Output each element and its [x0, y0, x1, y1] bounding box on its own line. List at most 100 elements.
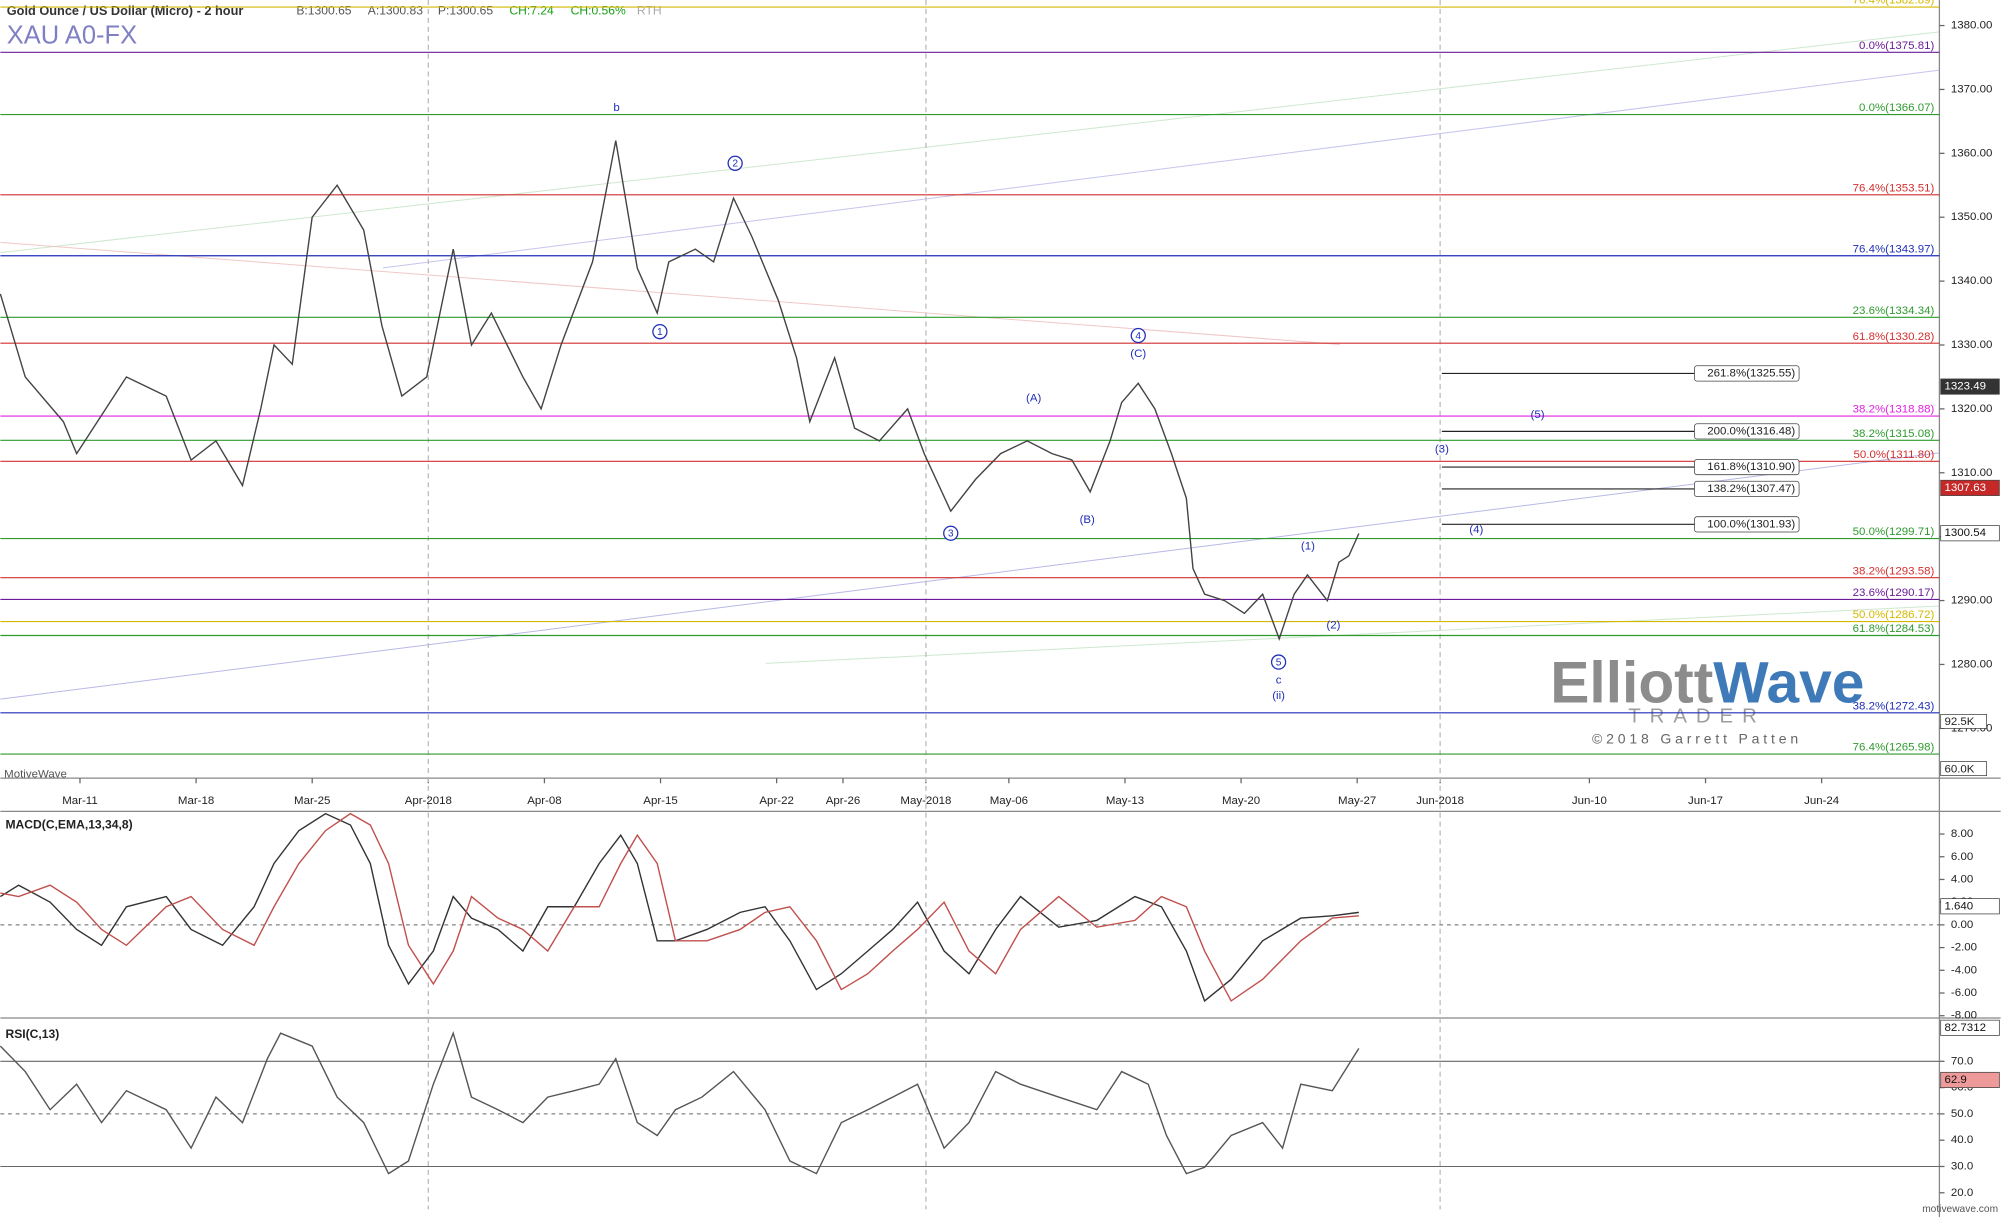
wave-circle	[1130, 327, 1146, 344]
price-marker-label: 82.7312	[1945, 1022, 1986, 1034]
y-tick-label: -4.00	[1951, 964, 1977, 976]
x-tick-label: May-20	[1222, 795, 1260, 807]
quote-field: CH:7.24	[509, 4, 554, 18]
y-tick-label: 20.0	[1951, 1187, 1973, 1199]
fib-level-label: 23.6%(1334.34)	[1853, 305, 1935, 317]
y-tick-label: 1360.00	[1951, 147, 1992, 159]
y-tick-label: -2.00	[1951, 942, 1977, 954]
symbol: XAU A0-FX	[7, 22, 137, 50]
fib-level-label: 50.0%(1286.72)	[1853, 609, 1935, 621]
y-tick-label: -8.00	[1951, 1010, 1977, 1022]
price-marker-label: 62.9	[1945, 1074, 1967, 1086]
extension-label: 100.0%(1301.93)	[1707, 518, 1795, 530]
wave-label: b	[613, 102, 619, 114]
y-tick-label: 6.00	[1951, 851, 1973, 863]
copyright: ©2018 Garrett Patten	[1592, 731, 1802, 747]
trend-lines	[0, 31, 1940, 700]
fib-level-label: 38.2%(1318.88)	[1853, 404, 1935, 416]
fib-level-label: 38.2%(1293.58)	[1853, 565, 1935, 577]
volume-marker	[1940, 713, 1987, 729]
extension-box	[1694, 516, 1800, 533]
wave-label: (5)	[1531, 409, 1545, 421]
y-tick-label: 4.00	[1951, 873, 1973, 885]
extension-label: 261.8%(1325.55)	[1707, 367, 1795, 379]
y-tick-label: 30.0	[1951, 1161, 1973, 1173]
y-tick-label: 1380.00	[1951, 20, 1992, 32]
quote-field: RTH	[637, 4, 662, 18]
price-marker	[1940, 1019, 2000, 1036]
wave-label: 4	[1135, 331, 1141, 342]
wave-label: (4)	[1469, 524, 1483, 536]
watermark: ElliottWave TRADER ©2018 Garrett Patten …	[4, 650, 1998, 1215]
x-tick-label: Apr-26	[826, 795, 860, 807]
series-line	[0, 140, 1360, 641]
y-tick-label: 1310.00	[1951, 467, 1992, 479]
wave-label: (2)	[1326, 620, 1340, 632]
volume-marker	[1940, 761, 1987, 776]
y-tick-label: 0.00	[1951, 919, 1973, 931]
fib-level-label: 0.0%(1375.81)	[1859, 40, 1934, 52]
fib-level-label: 76.4%(1353.51)	[1853, 182, 1935, 194]
x-tick-label: Apr-22	[759, 795, 793, 807]
volume-label: 60.0K	[1945, 763, 1975, 775]
wave-label: c	[1276, 675, 1282, 687]
extension-box	[1694, 423, 1800, 440]
x-tick-label: Mar-25	[294, 795, 330, 807]
extension-box	[1694, 365, 1800, 382]
x-tick-label: Jun-24	[1804, 795, 1840, 807]
y-tick-label: 50.0	[1951, 1108, 1973, 1120]
quote: B:1300.65 A:1300.83 P:1300.65 CH:7.24 CH:0.5…	[296, 4, 661, 18]
wave-label: 5	[1276, 657, 1282, 668]
extension-box	[1694, 458, 1800, 476]
extension-label: 161.8%(1310.90)	[1707, 461, 1795, 473]
quote-field: A:1300.83	[368, 4, 423, 18]
wave-label: (B)	[1080, 514, 1095, 526]
x-tick-label: Jun-10	[1572, 795, 1607, 807]
y-tick-label: 1350.00	[1951, 211, 1992, 223]
y-tick-label: 1280.00	[1951, 658, 1992, 670]
price-marker-label: 1323.49	[1945, 381, 1986, 393]
price-marker	[1940, 378, 2000, 395]
wave-label: (C)	[1130, 348, 1146, 360]
extension-box	[1694, 480, 1800, 497]
wave-label: 2	[732, 159, 738, 170]
wave-circle	[1270, 654, 1287, 670]
y-tick-label: 1370.00	[1951, 83, 1992, 95]
x-tick-label: May-27	[1338, 795, 1376, 807]
wave-circle	[943, 525, 959, 541]
price-marker	[1940, 479, 2000, 496]
fib-level-label: 50.0%(1311.80)	[1854, 449, 1935, 461]
fib-level-label: 76.4%(1343.97)	[1853, 243, 1935, 255]
extension-label: 200.0%(1316.48)	[1707, 425, 1795, 437]
x-tick-label: Jun-17	[1688, 795, 1723, 807]
y-tick-label: 40.0	[1951, 1134, 1973, 1146]
x-tick-label: Mar-18	[178, 795, 214, 807]
y-tick-label: 1290.00	[1951, 595, 1992, 607]
x-tick-label: May-06	[990, 795, 1028, 807]
price-marker	[1940, 898, 2000, 915]
brand: ElliottWave	[1550, 650, 1864, 715]
fib-level-label: 38.2%(1272.43)	[1853, 700, 1935, 712]
series-line	[0, 812, 1359, 1003]
x-tick-label: May-13	[1106, 795, 1144, 807]
price-marker	[1940, 1071, 2000, 1089]
wave-circle	[652, 324, 668, 340]
pane-title: MACD(C,EMA,13,34,8)	[5, 818, 132, 832]
wave-label: 3	[948, 529, 954, 540]
y-tick-label: 70.0	[1951, 1055, 1973, 1067]
quote-field: CH:0.56%	[571, 4, 626, 18]
wave-label: (3)	[1435, 444, 1449, 456]
chart-title: Gold Ounce / US Dollar (Micro) - 2 hour	[7, 3, 244, 18]
wave-circle	[727, 155, 743, 171]
quote-field: B:1300.65	[296, 4, 351, 18]
site: motivewave.com	[1922, 1204, 1998, 1215]
price-marker-label: 1307.63	[1945, 482, 1986, 494]
series-line	[0, 812, 1359, 1002]
fib-level-label: 0.0%(1366.07)	[1859, 102, 1934, 114]
y-tick-label: 1340.00	[1951, 275, 1992, 287]
brand-sub: TRADER	[1628, 705, 1765, 727]
y-tick-label: 1320.00	[1951, 403, 1992, 415]
wave-label: (ii)	[1272, 690, 1285, 702]
